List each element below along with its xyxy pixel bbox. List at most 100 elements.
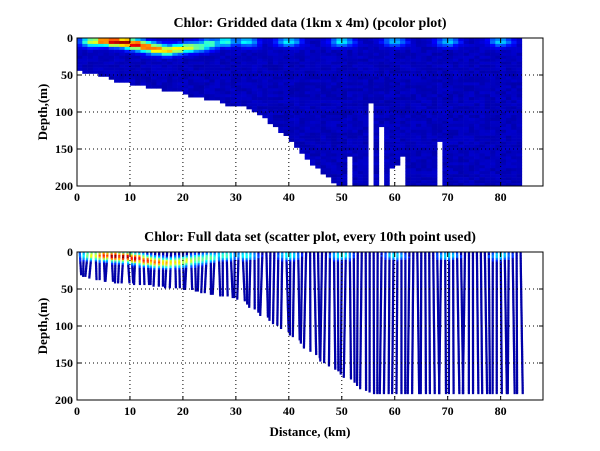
heatmap-cell xyxy=(336,174,343,178)
heatmap-cell xyxy=(257,88,263,92)
scatter-point xyxy=(149,261,153,264)
heatmap-cell xyxy=(362,165,369,169)
heatmap-cell xyxy=(114,43,120,48)
heatmap-cell xyxy=(474,162,480,166)
heatmap-cell xyxy=(463,97,470,101)
heatmap-cell xyxy=(214,58,221,62)
heatmap-cell xyxy=(389,141,396,145)
scatter-point xyxy=(314,308,317,312)
heatmap-cell xyxy=(426,132,433,136)
scatter-point xyxy=(257,263,260,266)
heatmap-cell xyxy=(484,135,491,139)
scatter-point xyxy=(276,295,279,299)
scatter-point xyxy=(336,277,340,281)
heatmap-cell xyxy=(278,109,284,113)
heatmap-cell xyxy=(145,38,152,42)
scatter-point xyxy=(190,266,193,269)
scatter-point xyxy=(245,266,248,269)
heatmap-cell xyxy=(124,52,131,57)
scatter-point xyxy=(317,297,320,300)
scatter-point xyxy=(323,307,327,310)
scatter-point xyxy=(288,290,292,294)
heatmap-cell xyxy=(272,94,279,98)
heatmap-cell xyxy=(437,73,443,77)
heatmap-cell xyxy=(288,43,295,48)
heatmap-cell xyxy=(315,153,321,157)
heatmap-cell xyxy=(320,162,327,166)
heatmap-cell xyxy=(458,91,464,95)
scatter-point xyxy=(118,258,121,261)
heatmap-cell xyxy=(474,106,480,110)
heatmap-cell xyxy=(257,73,263,77)
heatmap-cell xyxy=(288,103,295,107)
scatter-point xyxy=(184,279,187,282)
heatmap-cell xyxy=(431,76,438,80)
scatter-point xyxy=(149,269,152,273)
heatmap-cell xyxy=(294,94,300,98)
heatmap-cell xyxy=(198,70,205,74)
heatmap-cell xyxy=(341,55,348,60)
heatmap-cell xyxy=(394,132,401,136)
heatmap-cell xyxy=(251,100,258,104)
heatmap-cell xyxy=(77,40,83,45)
heatmap-cell xyxy=(177,49,184,54)
heatmap-cell xyxy=(283,67,290,71)
scatter-point xyxy=(236,289,239,292)
heatmap-cell xyxy=(331,171,337,175)
heatmap-cell xyxy=(479,123,486,128)
heatmap-cell xyxy=(474,114,480,119)
heatmap-cell xyxy=(484,97,491,101)
scatter-point xyxy=(165,261,168,264)
scatter-point xyxy=(242,268,245,271)
heatmap-cell xyxy=(431,49,438,54)
heatmap-cell xyxy=(304,132,311,136)
heatmap-cell xyxy=(315,91,321,95)
scatter-point xyxy=(259,297,262,300)
heatmap-cell xyxy=(262,88,268,92)
scatter-point xyxy=(297,253,300,256)
scatter-point xyxy=(297,263,300,266)
heatmap-cell xyxy=(394,91,401,95)
heatmap-cell xyxy=(230,55,237,60)
heatmap-cell xyxy=(463,177,470,181)
heatmap-cell xyxy=(516,126,523,131)
heatmap-cell xyxy=(495,126,501,131)
scatter-point xyxy=(121,269,124,273)
scatter-point xyxy=(286,281,289,284)
heatmap-cell xyxy=(479,174,486,178)
heatmap-cell xyxy=(198,88,205,92)
scatter-point xyxy=(298,334,301,338)
scatter-point xyxy=(161,264,165,268)
scatter-point xyxy=(327,364,331,367)
scatter-point xyxy=(236,279,239,282)
scatter-point xyxy=(174,256,177,260)
heatmap-cell xyxy=(352,123,358,128)
scatter-point xyxy=(177,251,181,255)
heatmap-cell xyxy=(251,46,258,51)
scatter-point xyxy=(317,298,320,302)
scatter-point xyxy=(212,284,215,287)
heatmap-cell xyxy=(241,97,247,101)
heatmap-cell xyxy=(299,150,306,154)
scatter-point xyxy=(79,271,83,274)
heatmap-cell xyxy=(490,70,496,74)
heatmap-cell xyxy=(352,174,358,178)
heatmap-cell xyxy=(193,91,200,95)
heatmap-cell xyxy=(98,67,104,71)
scatter-point xyxy=(276,294,279,297)
heatmap-cell xyxy=(484,52,491,57)
scatter-point xyxy=(161,272,165,276)
heatmap-cell xyxy=(262,64,268,68)
heatmap-cell xyxy=(304,73,311,77)
scatter-point xyxy=(297,272,300,276)
heatmap-cell xyxy=(447,52,454,57)
scatter-point xyxy=(218,279,221,282)
scatter-point xyxy=(190,271,193,274)
heatmap-cell xyxy=(278,100,284,104)
heatmap-cell xyxy=(400,132,406,136)
heatmap-cell xyxy=(405,138,411,142)
scatter-point xyxy=(303,298,307,302)
scatter-point xyxy=(333,326,336,330)
heatmap-cell xyxy=(167,82,173,86)
heatmap-cell xyxy=(479,144,486,148)
